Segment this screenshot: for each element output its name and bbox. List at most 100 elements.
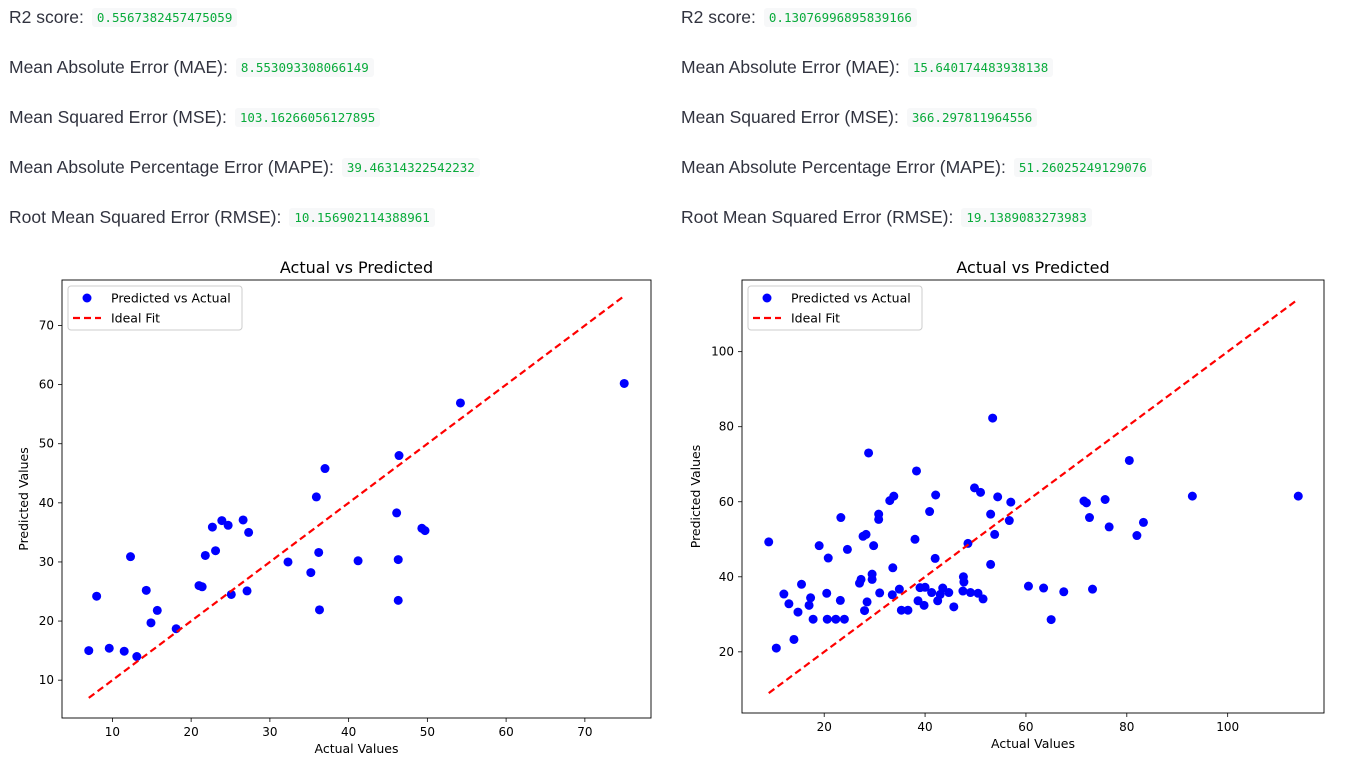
data-point (831, 614, 841, 624)
y-tick-label: 20 (719, 645, 734, 659)
legend-box (67, 285, 243, 331)
data-point (793, 607, 803, 617)
data-point (978, 594, 988, 604)
legend-marker-points (82, 293, 92, 303)
data-point (889, 491, 899, 501)
metric-value: 10.156902114388961 (289, 207, 435, 227)
x-tick-label: 70 (577, 725, 592, 739)
y-tick-label: 40 (719, 570, 734, 584)
metric-value: 51.26025249129076 (1013, 157, 1152, 177)
data-point (856, 574, 866, 584)
data-point (986, 559, 996, 569)
plot-frame (741, 279, 1325, 714)
data-point (1059, 587, 1069, 597)
data-point (903, 605, 913, 615)
metric-mse: Mean Squared Error (MSE): 103.16266056127… (9, 105, 381, 129)
data-point (1046, 615, 1056, 625)
data-point (864, 448, 874, 458)
data-point (958, 586, 968, 596)
metric-value: 15.640174483938138 (907, 57, 1054, 77)
data-point (861, 529, 871, 539)
legend: Predicted vs Actual Ideal Fit (747, 285, 923, 331)
data-point (1293, 491, 1303, 501)
metric-r2: R2 score: 0.13076996895839166 (681, 5, 917, 29)
data-point (1004, 516, 1014, 526)
metric-label: Root Mean Squared Error (RMSE): (9, 206, 282, 227)
data-point (141, 585, 151, 595)
y-tick-label: 40 (39, 496, 54, 510)
data-point (990, 529, 1000, 539)
data-point (894, 584, 904, 594)
data-point (104, 643, 114, 653)
data-point (911, 466, 921, 476)
data-point (925, 507, 935, 517)
data-point (839, 614, 849, 624)
data-point (1124, 455, 1134, 465)
data-point (197, 582, 207, 592)
x-tick-label: 60 (498, 725, 513, 739)
data-point (789, 634, 799, 644)
data-point (888, 563, 898, 573)
y-tick-label: 70 (39, 319, 54, 333)
data-point (200, 550, 210, 560)
y-tick-label: 30 (39, 555, 54, 569)
data-point (949, 602, 959, 612)
x-tick-label: 10 (105, 725, 120, 739)
metric-mae: Mean Absolute Error (MAE): 8.553093308066… (9, 55, 374, 79)
data-point (311, 492, 321, 502)
legend-label-points: Predicted vs Actual (111, 291, 231, 306)
data-point (944, 588, 954, 598)
data-point (1084, 513, 1094, 523)
metric-mape: Mean Absolute Percentage Error (MAPE): 39… (9, 155, 480, 179)
data-point (862, 597, 872, 607)
data-point (244, 527, 254, 537)
data-point (842, 544, 852, 554)
data-point (1100, 495, 1110, 505)
metric-value: 19.1389083273983 (961, 207, 1092, 227)
chart-title: Actual vs Predicted (280, 258, 433, 277)
data-point (988, 413, 998, 423)
data-point (283, 557, 293, 567)
data-point (822, 588, 832, 598)
data-point (1187, 491, 1197, 501)
metric-label: Root Mean Squared Error (RMSE): (681, 206, 954, 227)
data-point (784, 599, 794, 609)
data-point (420, 526, 430, 536)
data-point (919, 600, 929, 610)
data-point (910, 534, 920, 544)
data-point (887, 590, 897, 600)
x-axis-label: Actual Values (991, 736, 1075, 751)
data-point (920, 582, 930, 592)
data-point (146, 618, 156, 628)
data-point (1081, 498, 1091, 508)
data-point (867, 574, 877, 584)
legend-label-points: Predicted vs Actual (791, 291, 911, 306)
metric-value: 8.553093308066149 (235, 57, 374, 77)
metric-label: Mean Absolute Percentage Error (MAPE): (9, 156, 334, 177)
x-tick-label: 100 (1216, 720, 1239, 734)
x-axis-label: Actual Values (315, 741, 399, 756)
data-point (764, 537, 774, 547)
data-point (392, 508, 402, 518)
data-point (836, 513, 846, 523)
metric-rmse: Root Mean Squared Error (RMSE): 19.138908… (681, 205, 1092, 229)
metric-label: Mean Squared Error (MSE): (681, 106, 899, 127)
data-point (211, 546, 221, 556)
data-point (320, 464, 330, 474)
data-point (779, 589, 789, 599)
data-point (804, 600, 814, 610)
x-tick-label: 80 (1119, 720, 1134, 734)
y-tick-label: 60 (39, 378, 54, 392)
data-point (1023, 581, 1033, 591)
scatter-chart-right: Actual vs Predicted 20 40 60 80 100 20 40 60 80 10… (688, 258, 1325, 751)
data-point (353, 556, 363, 566)
legend-box (747, 285, 923, 331)
legend-label-line: Ideal Fit (111, 311, 160, 326)
metric-mae: Mean Absolute Error (MAE): 15.64017448393… (681, 55, 1054, 79)
metric-label: Mean Squared Error (MSE): (9, 106, 227, 127)
metric-label: Mean Absolute Percentage Error (MAPE): (681, 156, 1006, 177)
data-point (1039, 583, 1049, 593)
data-point (242, 586, 252, 596)
data-point (207, 522, 217, 532)
data-point (455, 398, 465, 408)
